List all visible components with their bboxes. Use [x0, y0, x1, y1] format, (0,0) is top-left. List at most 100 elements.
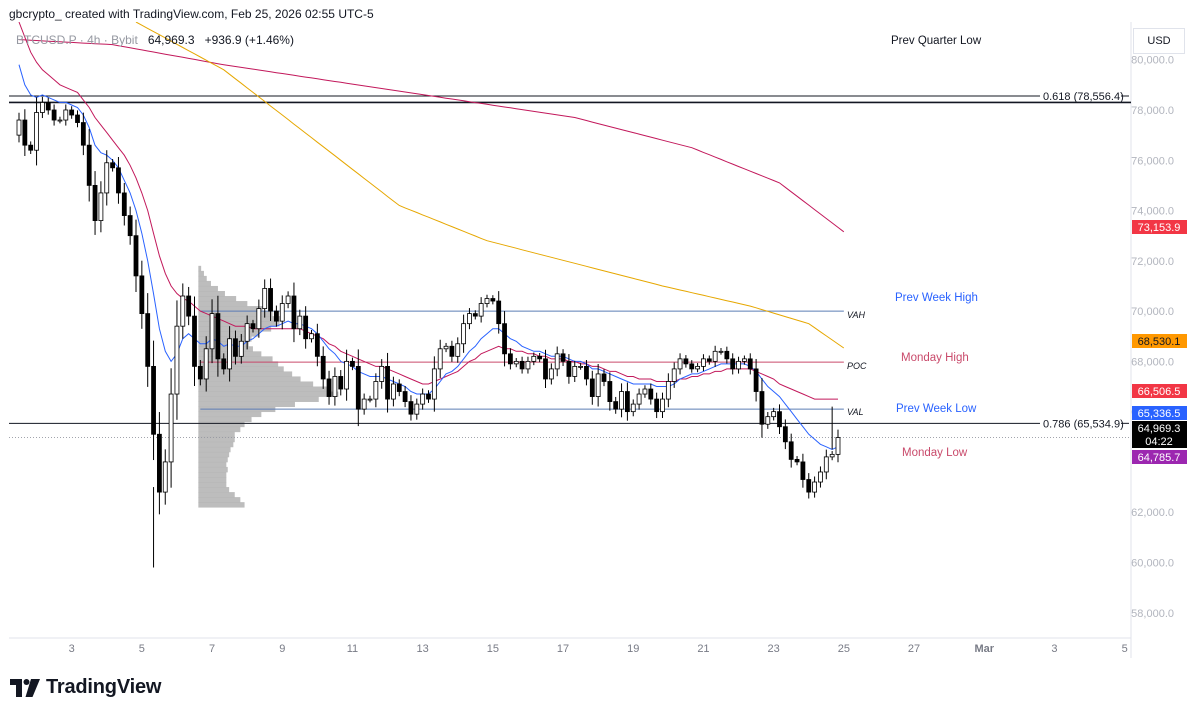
candle-body[interactable]: [671, 368, 677, 382]
candle-body[interactable]: [63, 109, 69, 121]
ema-slow-line[interactable]: [18, 21, 838, 400]
candle-body[interactable]: [613, 401, 619, 410]
candle-body[interactable]: [443, 345, 449, 350]
candle-body[interactable]: [291, 295, 297, 330]
candle-body[interactable]: [507, 353, 513, 365]
candle-body[interactable]: [665, 381, 671, 400]
price-tag-65-336-5[interactable]: [1132, 406, 1187, 420]
candle-body[interactable]: [654, 398, 660, 413]
candle-body[interactable]: [338, 376, 344, 390]
candle-body[interactable]: [168, 393, 174, 463]
candle-body[interactable]: [759, 391, 765, 425]
price-tag-04-22[interactable]: [1132, 434, 1187, 448]
candle-body[interactable]: [701, 358, 706, 367]
candle-body[interactable]: [771, 411, 777, 418]
candle-body[interactable]: [742, 358, 747, 362]
candle-body[interactable]: [578, 365, 583, 368]
candle-body[interactable]: [326, 378, 332, 397]
candle-body[interactable]: [139, 275, 145, 315]
candle-body[interactable]: [437, 348, 443, 370]
candle-body[interactable]: [835, 437, 841, 455]
price-tag-64-969-3[interactable]: [1132, 421, 1187, 435]
legend-symbol[interactable]: BTCUSD.P · 4h · Bybit: [16, 33, 138, 47]
candle-body[interactable]: [16, 119, 22, 136]
candle-body[interactable]: [104, 162, 110, 194]
candle-body[interactable]: [724, 350, 730, 360]
candle-body[interactable]: [45, 102, 51, 111]
candle-body[interactable]: [554, 353, 560, 370]
candle-body[interactable]: [373, 381, 379, 400]
candle-body[interactable]: [22, 119, 28, 146]
candle-body[interactable]: [69, 109, 75, 116]
candle-body[interactable]: [297, 315, 303, 330]
candle-body[interactable]: [636, 393, 642, 405]
candle-body[interactable]: [162, 461, 168, 493]
candle-body[interactable]: [396, 383, 402, 392]
candle-body[interactable]: [233, 338, 238, 357]
candle-body[interactable]: [607, 381, 613, 402]
candle-body[interactable]: [57, 119, 63, 122]
candle-body[interactable]: [303, 315, 309, 340]
candle-body[interactable]: [361, 398, 367, 410]
candle-body[interactable]: [121, 192, 127, 216]
candle-body[interactable]: [186, 295, 192, 317]
candle-body[interactable]: [268, 288, 273, 312]
candle-body[interactable]: [712, 350, 718, 362]
candle-body[interactable]: [221, 358, 227, 370]
candle-body[interactable]: [619, 391, 624, 410]
candle-body[interactable]: [28, 144, 34, 151]
candle-body[interactable]: [309, 333, 314, 340]
candle-body[interactable]: [525, 360, 531, 370]
candle-body[interactable]: [192, 315, 197, 367]
candle-body[interactable]: [461, 323, 467, 345]
candle-body[interactable]: [829, 453, 835, 458]
candle-body[interactable]: [110, 162, 115, 169]
candle-body[interactable]: [519, 360, 525, 370]
candle-body[interactable]: [449, 345, 455, 357]
candle-body[interactable]: [314, 333, 320, 357]
candle-body[interactable]: [467, 313, 472, 325]
candle-body[interactable]: [543, 358, 548, 380]
candle-body[interactable]: [250, 323, 256, 330]
candle-body[interactable]: [256, 308, 262, 330]
candle-body[interactable]: [227, 338, 233, 370]
candle-body[interactable]: [379, 365, 385, 382]
candle-body[interactable]: [51, 109, 57, 121]
candle-body[interactable]: [823, 456, 829, 473]
price-tag-66-506-5[interactable]: [1132, 384, 1187, 398]
candle-body[interactable]: [747, 358, 753, 370]
candle-body[interactable]: [531, 355, 537, 362]
candle-body[interactable]: [279, 303, 285, 322]
candle-body[interactable]: [502, 323, 507, 355]
candle-body[interactable]: [385, 365, 390, 400]
price-tag-68-530-1[interactable]: [1132, 334, 1187, 348]
price-chart[interactable]: 80,000.0 78,000.0 76,000.0 74,000.0 72,000.0…: [9, 21, 1190, 658]
tradingview-logo[interactable]: TradingView: [10, 676, 161, 699]
candle-body[interactable]: [98, 192, 104, 221]
candle-body[interactable]: [490, 298, 496, 302]
moving-average-mid[interactable]: [135, 21, 845, 349]
candle-body[interactable]: [730, 358, 736, 370]
candle-body[interactable]: [537, 355, 543, 360]
candle-body[interactable]: [332, 376, 338, 397]
candle-body[interactable]: [133, 235, 139, 277]
candle-body[interactable]: [420, 393, 426, 405]
candle-body[interactable]: [777, 411, 782, 428]
candle-body[interactable]: [285, 295, 291, 304]
currency-selector[interactable]: USD: [1133, 28, 1185, 54]
candle-body[interactable]: [414, 403, 420, 415]
price-tag-73-153-9[interactable]: [1132, 220, 1187, 234]
price-tag-64-785-7[interactable]: [1132, 450, 1187, 464]
candle-body[interactable]: [34, 112, 39, 151]
candle-body[interactable]: [648, 388, 654, 400]
candle-body[interactable]: [584, 365, 589, 380]
candle-body[interactable]: [812, 481, 817, 493]
candle-body[interactable]: [788, 441, 794, 460]
candle-body[interactable]: [677, 358, 683, 370]
candle-body[interactable]: [197, 365, 203, 380]
candle-body[interactable]: [367, 398, 373, 401]
candle-body[interactable]: [39, 102, 45, 113]
candle-body[interactable]: [601, 373, 607, 382]
candle-body[interactable]: [355, 365, 361, 410]
moving-average-long[interactable]: [18, 39, 845, 233]
